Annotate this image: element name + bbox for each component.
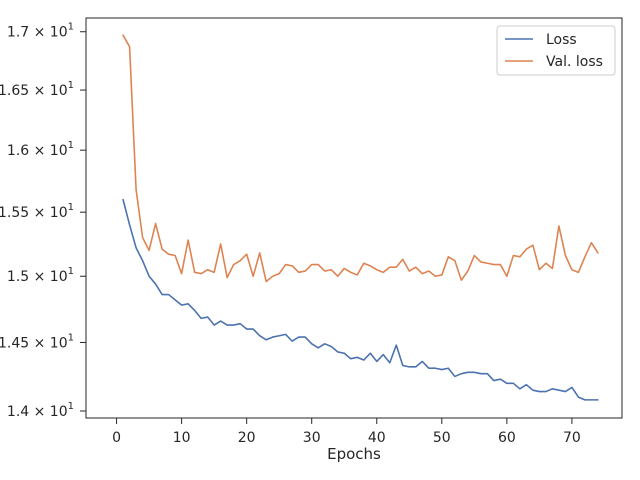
x-axis-label: Epochs bbox=[327, 445, 381, 463]
y-tick-label: 1.7 × 101 bbox=[7, 22, 74, 41]
legend-label-val-loss: Val. loss bbox=[546, 54, 603, 70]
x-tick-label: 40 bbox=[368, 430, 386, 446]
x-tick-label: 70 bbox=[563, 430, 581, 446]
x-axis: 0 10 20 30 40 50 60 70 bbox=[112, 418, 581, 446]
series-line-val-loss bbox=[122, 34, 599, 283]
x-tick-label: 0 bbox=[112, 430, 121, 446]
x-tick-label: 20 bbox=[238, 430, 256, 446]
y-axis: 1.4 × 101 1.45 × 101 1.5 × 101 1.55 × 101 1.… bbox=[0, 22, 86, 420]
series-layer bbox=[122, 34, 599, 401]
y-tick-label: 1.6 × 101 bbox=[7, 140, 74, 159]
x-tick-label: 60 bbox=[498, 430, 516, 446]
y-tick-label: 1.45 × 101 bbox=[0, 332, 74, 351]
y-tick-label: 1.65 × 101 bbox=[0, 80, 74, 99]
x-tick-label: 30 bbox=[303, 430, 321, 446]
y-tick-label: 1.55 × 101 bbox=[0, 202, 74, 221]
plot-frame bbox=[85, 17, 623, 419]
y-tick-label: 1.4 × 101 bbox=[7, 401, 74, 420]
series-line-loss bbox=[122, 198, 599, 401]
legend: Loss Val. loss bbox=[496, 25, 616, 76]
x-tick-label: 10 bbox=[173, 430, 191, 446]
y-tick-label: 1.5 × 101 bbox=[7, 266, 74, 285]
plot-area bbox=[86, 18, 622, 418]
x-tick-label: 50 bbox=[433, 430, 451, 446]
legend-label-loss: Loss bbox=[546, 32, 577, 48]
